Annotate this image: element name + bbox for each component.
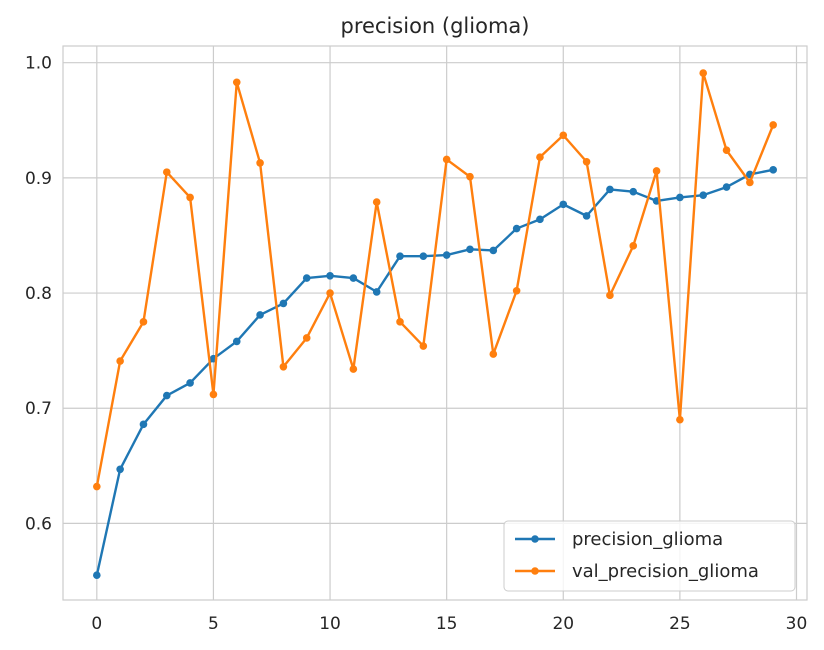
data-point-precision_glioma [372,288,381,296]
data-point-precision_glioma [349,274,358,282]
x-tick-label: 15 [436,614,458,634]
y-axis-ticks: 0.6 0.7 0.8 0.9 1.0 [25,54,52,535]
data-point-val_precision_glioma [209,390,218,399]
legend-label: val_precision_glioma [572,561,759,582]
chart-title: precision (glioma) [341,14,530,38]
data-point-val_precision_glioma [746,178,754,187]
data-point-val_precision_glioma [93,482,101,491]
data-point-val_precision_glioma [162,168,171,176]
x-tick-label: 20 [552,614,574,634]
data-point-precision_glioma [162,391,171,400]
data-point-precision_glioma [512,224,521,233]
data-point-val_precision_glioma [372,198,381,206]
data-point-precision_glioma [116,465,124,474]
x-tick-label: 30 [786,614,808,634]
data-point-precision_glioma [699,191,708,199]
data-point-precision_glioma [582,212,591,220]
data-point-val_precision_glioma [769,121,777,129]
data-point-precision_glioma [419,252,428,260]
data-point-val_precision_glioma [466,172,474,181]
grid [63,46,807,600]
data-point-precision_glioma [186,379,194,387]
data-point-precision_glioma [256,311,264,319]
data-point-precision_glioma [326,271,334,280]
x-tick-label: 10 [319,614,341,634]
data-point-val_precision_glioma [699,69,708,77]
data-point-val_precision_glioma [186,193,194,202]
data-point-val_precision_glioma [629,242,638,250]
data-point-precision_glioma [93,571,101,580]
y-tick-label: 0.6 [25,514,52,534]
data-point-val_precision_glioma [606,291,614,300]
data-point-val_precision_glioma [559,131,568,140]
legend-box [503,520,796,592]
data-point-precision_glioma [559,200,568,209]
x-tick-label: 25 [669,614,691,634]
data-point-val_precision_glioma [139,318,148,326]
y-tick-label: 0.9 [25,169,52,189]
data-point-val_precision_glioma [722,146,731,155]
data-point-precision_glioma [536,215,544,224]
legend: precision_glioma val_precision_glioma [503,520,796,592]
data-point-val_precision_glioma [442,155,451,164]
x-tick-label: 0 [91,614,102,634]
y-tick-label: 0.7 [25,399,52,419]
x-tick-label: 5 [208,614,219,634]
data-point-precision_glioma [769,166,777,174]
plot-frame [62,45,808,601]
series-line-precision_glioma [95,168,774,576]
data-point-val_precision_glioma [302,334,311,342]
data-point-precision_glioma [489,246,498,255]
data-point-val_precision_glioma [116,357,124,365]
legend-label: precision_glioma [572,529,723,550]
data-point-precision_glioma [442,251,451,259]
data-point-val_precision_glioma [279,362,288,371]
legend-marker-precision_glioma [531,535,539,543]
x-axis-ticks: 0 5 10 15 20 25 30 [91,614,807,634]
data-point-val_precision_glioma [396,318,404,326]
data-point-val_precision_glioma [536,153,544,161]
data-point-precision_glioma [396,252,404,260]
data-point-val_precision_glioma [512,286,521,295]
data-point-precision_glioma [606,185,614,194]
data-point-val_precision_glioma [326,289,334,297]
data-point-val_precision_glioma [419,342,428,350]
data-point-val_precision_glioma [582,157,591,166]
data-point-precision_glioma [676,193,684,202]
legend-marker-val_precision_glioma [531,567,539,575]
data-point-val_precision_glioma [676,415,684,424]
data-point-precision_glioma [232,337,241,346]
y-tick-label: 0.8 [25,284,52,304]
series-line-val_precision_glioma [95,71,775,487]
data-point-val_precision_glioma [232,78,241,87]
data-point-precision_glioma [466,245,474,254]
data-point-val_precision_glioma [349,365,358,373]
data-point-val_precision_glioma [489,350,498,358]
data-point-precision_glioma [722,183,731,191]
data-point-precision_glioma [629,187,638,196]
data-point-val_precision_glioma [256,159,264,167]
data-point-precision_glioma [302,274,311,282]
data-point-precision_glioma [279,299,288,308]
y-tick-label: 1.0 [25,54,52,74]
data-point-val_precision_glioma [652,167,661,175]
series [93,69,777,580]
data-point-precision_glioma [139,420,148,429]
